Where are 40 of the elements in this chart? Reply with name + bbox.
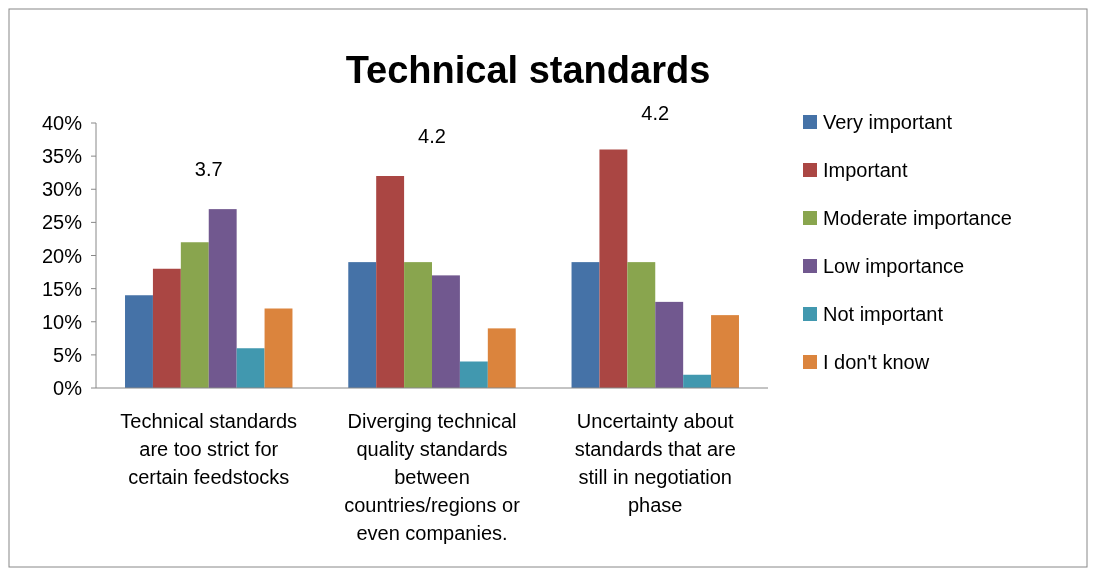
y-tick-label: 10%	[41, 310, 83, 333]
x-tick-label: Uncertainty about standards that are still in negotiation phase	[574, 410, 736, 516]
chart-title: Technical standards	[345, 49, 711, 91]
bar	[683, 374, 712, 388]
bar	[236, 348, 265, 388]
legend-label: I don't know	[823, 351, 930, 373]
x-tick-label: Diverging technical quality standards between countries/regions or even companies.	[344, 410, 521, 544]
bar	[125, 295, 153, 388]
bar	[627, 262, 656, 388]
bar	[459, 361, 488, 388]
bar	[432, 275, 460, 388]
legend-label: Important	[823, 159, 908, 181]
bar	[376, 176, 405, 388]
legend-label: Low importance	[823, 255, 965, 277]
bar	[404, 262, 432, 388]
legend-label: Very important	[823, 111, 953, 133]
bar	[152, 268, 181, 388]
y-tick-label: 30%	[41, 178, 83, 201]
legend-label: Not important	[823, 303, 944, 325]
bar	[264, 308, 293, 388]
y-tick-label: 20%	[41, 244, 83, 267]
bar	[180, 242, 209, 388]
annotation: 3.7	[194, 158, 223, 181]
bar	[599, 149, 628, 388]
y-tick-label: 40%	[41, 112, 83, 134]
bar	[208, 209, 237, 388]
bar	[571, 262, 600, 388]
annotation: 4.2	[418, 125, 446, 147]
bar	[655, 301, 684, 388]
bar	[348, 262, 377, 388]
bar	[487, 328, 516, 388]
annotation: 4.2	[641, 102, 670, 124]
y-tick-label: 0%	[53, 377, 83, 399]
x-tick-label: Technical standards are too strict for certain feedstocks	[120, 410, 298, 488]
y-tick-label: 25%	[41, 211, 83, 234]
y-tick-label: 5%	[53, 343, 83, 366]
y-tick-label: 35%	[41, 145, 83, 168]
y-tick-label: 15%	[41, 277, 83, 300]
legend-label: Moderate importance	[823, 207, 1012, 229]
bar	[711, 315, 739, 388]
